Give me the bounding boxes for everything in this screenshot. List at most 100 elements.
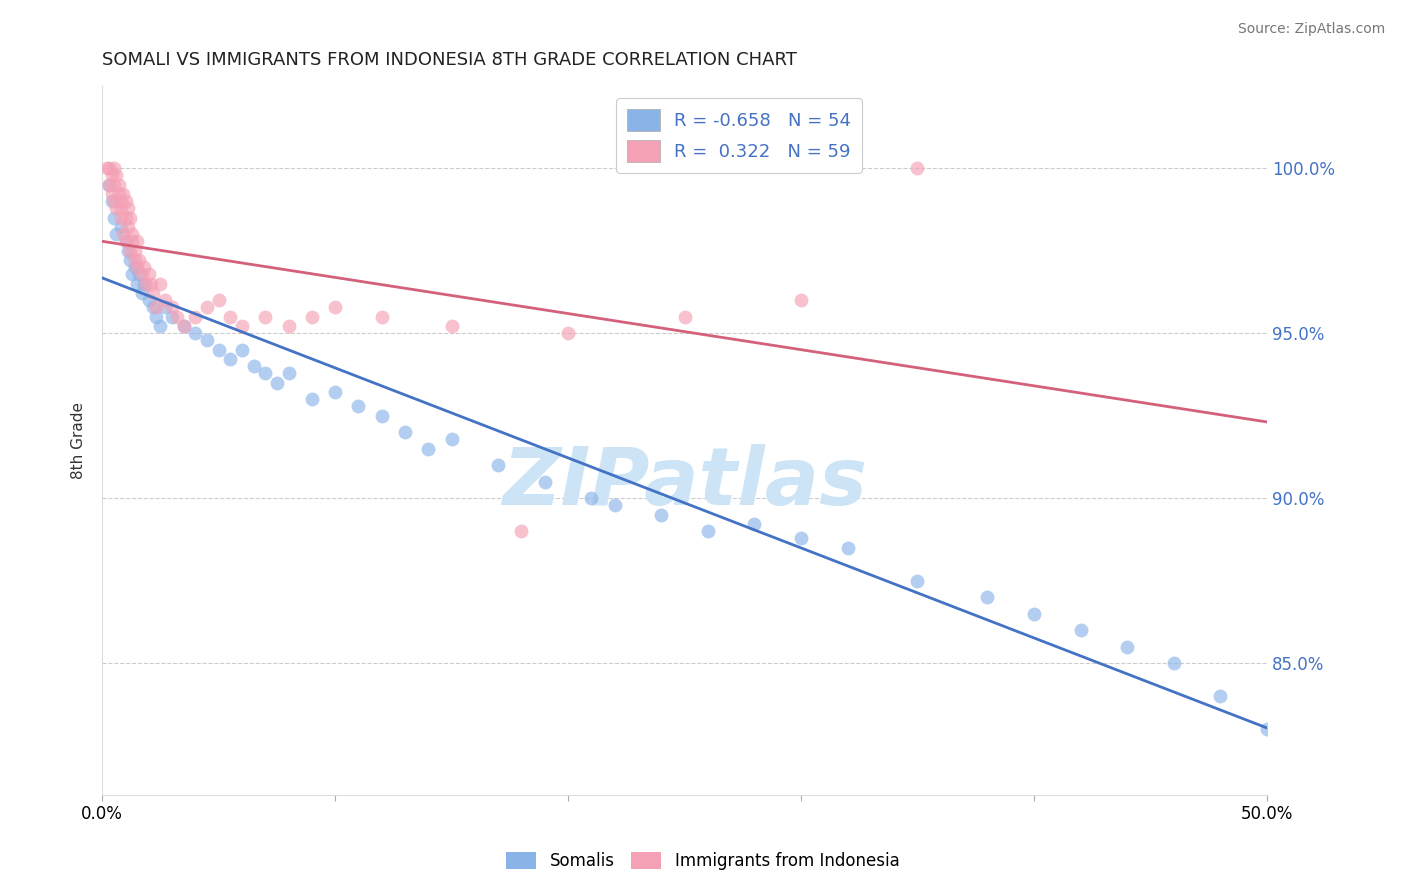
Point [673,310,696,324]
Point [166,310,188,324]
Point [103,194,125,208]
Point [1116,640,1139,654]
Point [107,178,129,192]
Point [418,442,440,456]
Point [533,475,555,489]
Legend: R = -0.658   N = 54, R =  0.322   N = 59: R = -0.658 N = 54, R = 0.322 N = 59 [616,98,862,173]
Point [231,343,253,357]
Text: SOMALI VS IMMIGRANTS FROM INDONESIA 8TH GRADE CORRELATION CHART: SOMALI VS IMMIGRANTS FROM INDONESIA 8TH … [103,51,797,69]
Point [105,227,128,241]
Point [120,244,142,258]
Point [98,178,121,192]
Point [128,267,150,281]
Point [139,277,162,291]
Point [1070,623,1092,637]
Point [112,187,135,202]
Point [347,399,370,413]
Point [149,319,172,334]
Point [323,385,346,400]
Point [184,326,207,340]
Point [127,234,149,248]
Point [138,267,160,281]
Point [173,319,195,334]
Point [120,253,142,268]
Point [100,187,122,202]
Point [114,234,136,248]
Point [110,211,132,225]
Point [112,227,135,241]
Point [103,211,125,225]
Point [195,300,218,314]
Point [371,310,394,324]
Point [145,310,167,324]
Point [107,187,129,202]
Point [790,293,813,307]
Point [114,194,136,208]
Point [976,590,998,604]
Point [254,366,277,380]
Point [134,260,156,274]
Point [440,319,463,334]
Text: ZIPatlas: ZIPatlas [502,444,868,522]
Point [160,310,183,324]
Point [114,211,136,225]
Point [208,293,231,307]
Point [124,244,146,258]
Point [173,319,195,334]
Point [907,161,929,175]
Point [510,524,533,538]
Point [184,310,207,324]
Point [117,244,139,258]
Point [277,319,299,334]
Point [121,267,143,281]
Point [790,531,813,545]
Point [135,277,157,291]
Point [96,161,118,175]
Point [131,267,153,281]
Point [394,425,416,439]
Point [650,508,672,522]
Point [142,286,165,301]
Point [486,458,509,472]
Point [110,201,132,215]
Point [266,376,288,390]
Point [323,300,346,314]
Point [301,310,323,324]
Point [128,253,150,268]
Point [105,201,128,215]
Point [581,491,603,505]
Point [696,524,718,538]
Point [98,161,121,175]
Point [121,227,143,241]
Point [127,277,149,291]
Point [121,234,143,248]
Y-axis label: 8th Grade: 8th Grade [72,401,86,479]
Point [131,286,153,301]
Point [219,352,242,367]
Point [120,211,142,225]
Point [208,343,231,357]
Point [1022,607,1045,621]
Point [153,300,176,314]
Point [138,293,160,307]
Point [1256,722,1278,736]
Point [98,178,121,192]
Point [231,319,253,334]
Point [153,293,176,307]
Point [124,253,146,268]
Point [100,194,122,208]
Point [110,194,132,208]
Point [907,574,929,588]
Point [105,168,128,182]
Point [301,392,323,406]
Point [277,366,299,380]
Point [160,300,183,314]
Point [242,359,264,373]
Point [103,161,125,175]
Point [114,234,136,248]
Point [219,310,242,324]
Point [100,168,122,182]
Point [440,432,463,446]
Point [127,260,149,274]
Point [837,541,859,555]
